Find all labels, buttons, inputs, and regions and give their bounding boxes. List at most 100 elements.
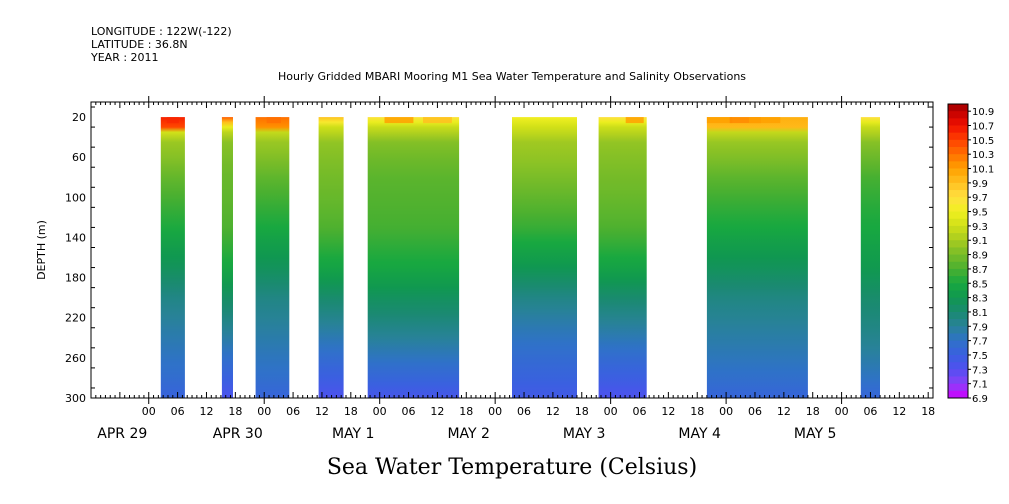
x-day-label: MAY 3 bbox=[563, 426, 605, 442]
y-tick-label: 60 bbox=[72, 151, 86, 164]
colorbar-band bbox=[948, 161, 968, 169]
colorbar-band bbox=[948, 340, 968, 349]
colorbar-band bbox=[948, 311, 968, 320]
x-tick-label: 00 bbox=[604, 405, 618, 418]
colorbar-label: 7.1 bbox=[972, 380, 988, 391]
data-segment bbox=[318, 117, 344, 398]
y-tick-label: 100 bbox=[65, 191, 86, 204]
warm-surface-patch bbox=[266, 117, 281, 124]
colorbar-band bbox=[948, 333, 968, 342]
colorbar-label: 9.7 bbox=[972, 193, 988, 204]
colorbar-band bbox=[948, 182, 968, 191]
colorbar-band bbox=[948, 297, 968, 306]
colorbar-label: 10.7 bbox=[972, 122, 994, 133]
y-tick-label: 20 bbox=[72, 111, 86, 124]
y-tick-label: 140 bbox=[65, 231, 86, 244]
colorbar-band bbox=[948, 125, 968, 134]
x-tick-label: 12 bbox=[430, 405, 444, 418]
colorbar-band bbox=[948, 354, 968, 363]
colorbar: 10.9 10.7 10.5 10.3 10.1 9.9 9.7 9.5 9.3 9.1 8.9 8.… bbox=[947, 103, 994, 405]
data-segment bbox=[160, 117, 185, 398]
colorbar-band bbox=[948, 347, 968, 356]
longitude-label: LONGITUDE : 122W(-122) bbox=[91, 25, 232, 38]
colorbar-band bbox=[948, 132, 968, 141]
colorbar-band bbox=[948, 111, 968, 119]
data-segment bbox=[860, 117, 880, 398]
x-day-label: MAY 4 bbox=[678, 426, 721, 442]
colorbar-band bbox=[948, 154, 968, 162]
colorbar-band bbox=[948, 283, 968, 291]
x-tick-label: 18 bbox=[921, 405, 935, 418]
colorbar-band bbox=[948, 268, 968, 277]
colorbar-label: 6.9 bbox=[972, 394, 988, 405]
colorbar-band bbox=[948, 168, 968, 177]
colorbar-label: 7.7 bbox=[972, 337, 988, 348]
colorbar-label: 8.5 bbox=[972, 279, 988, 290]
y-axis-label: DEPTH (m) bbox=[35, 220, 48, 280]
colorbar-band bbox=[948, 147, 968, 155]
colorbar-label: 8.1 bbox=[972, 308, 988, 319]
colorbar-band bbox=[948, 211, 968, 220]
colorbar-label: 7.9 bbox=[972, 322, 988, 333]
x-day-label: MAY 1 bbox=[332, 426, 374, 442]
x-tick-label: 06 bbox=[286, 405, 300, 418]
colorbar-band bbox=[948, 383, 968, 392]
plot-frame bbox=[90, 101, 934, 399]
data-segment bbox=[255, 117, 290, 398]
x-tick-label: 18 bbox=[806, 405, 820, 418]
colorbar-label: 9.9 bbox=[972, 179, 988, 190]
colorbar-label: 7.5 bbox=[972, 351, 988, 362]
data-segments bbox=[160, 117, 880, 398]
plot-axes: 00 06 12 18 00 06 12 18 00 06 12 18 00 06 12 18 00 06 12 18… bbox=[65, 96, 935, 442]
colorbar-label: 10.9 bbox=[972, 107, 994, 118]
colorbar-label: 8.9 bbox=[972, 251, 988, 262]
colorbar-band bbox=[948, 197, 968, 205]
x-tick-label: 06 bbox=[517, 405, 531, 418]
colorbar-band bbox=[948, 319, 968, 327]
colorbar-label: 9.5 bbox=[972, 208, 988, 219]
warm-surface-patch bbox=[384, 117, 414, 124]
x-tick-label: 00 bbox=[835, 405, 849, 418]
colorbar-label: 9.1 bbox=[972, 236, 988, 247]
colorbar-label: 10.3 bbox=[972, 150, 994, 161]
bottom-title: Sea Water Temperature (Celsius) bbox=[327, 455, 697, 480]
data-segment bbox=[367, 117, 460, 398]
colorbar-band bbox=[948, 218, 968, 227]
colorbar-band bbox=[948, 139, 968, 148]
colorbar-band bbox=[948, 254, 968, 263]
colorbar-band bbox=[948, 276, 968, 284]
warm-surface-patch bbox=[749, 117, 781, 124]
x-tick-label: 12 bbox=[199, 405, 213, 418]
colorbar-band bbox=[948, 326, 968, 334]
plot-title: Hourly Gridded MBARI Mooring M1 Sea Wate… bbox=[278, 70, 746, 83]
y-tick-label: 180 bbox=[65, 272, 86, 285]
colorbar-band bbox=[948, 247, 968, 255]
x-tick-label: 18 bbox=[459, 405, 473, 418]
data-segment bbox=[598, 117, 647, 398]
year-label: YEAR : 2011 bbox=[90, 51, 159, 64]
x-tick-label: 06 bbox=[633, 405, 647, 418]
colorbar-label: 9.3 bbox=[972, 222, 988, 233]
x-tick-label: 18 bbox=[690, 405, 704, 418]
x-tick-label: 00 bbox=[257, 405, 271, 418]
colorbar-frame bbox=[947, 103, 969, 399]
colorbar-label: 8.3 bbox=[972, 294, 988, 305]
colorbar-band bbox=[948, 369, 968, 377]
colorbar-label: 10.5 bbox=[972, 136, 994, 147]
data-segment bbox=[706, 117, 808, 398]
colorbar-band bbox=[948, 104, 968, 112]
x-tick-label: 12 bbox=[546, 405, 560, 418]
warm-surface-patch bbox=[423, 117, 452, 124]
colorbar-band bbox=[948, 390, 968, 399]
x-day-label: APR 30 bbox=[213, 426, 263, 442]
x-day-label: MAY 5 bbox=[794, 426, 836, 442]
colorbar-band bbox=[948, 304, 968, 313]
x-tick-label: 06 bbox=[402, 405, 416, 418]
x-tick-label: 00 bbox=[142, 405, 156, 418]
x-tick-label: 18 bbox=[344, 405, 358, 418]
x-tick-label: 12 bbox=[661, 405, 675, 418]
x-tick-label: 12 bbox=[777, 405, 791, 418]
y-tick-label: 300 bbox=[65, 392, 86, 405]
warm-surface-patch bbox=[166, 117, 179, 124]
